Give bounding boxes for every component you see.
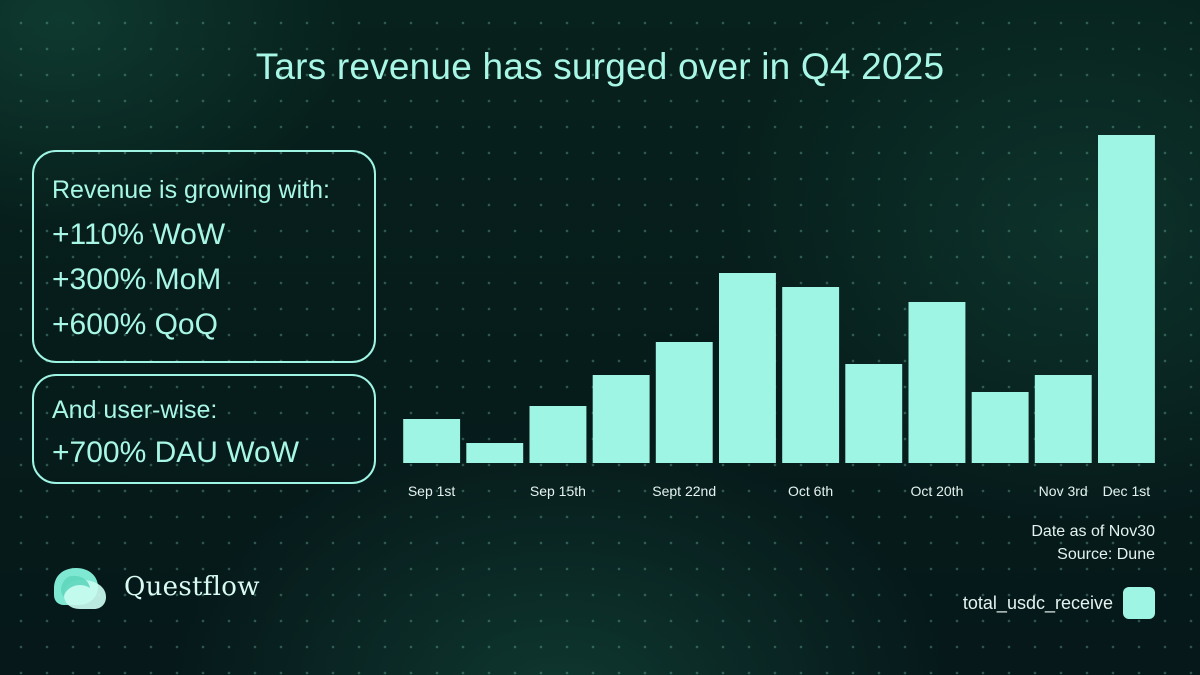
x-tick-label-2: Sep 15th [530, 483, 586, 499]
bar-5 [719, 273, 776, 463]
x-tick-label-8: Oct 20th [910, 483, 963, 499]
bar-11 [1098, 135, 1155, 463]
x-tick-label-11: Dec 1st [1103, 483, 1151, 499]
legend-label: total_usdc_receive [962, 592, 1113, 613]
date-note: Date as of Nov30 [1031, 523, 1155, 540]
x-tick-label-0: Sep 1st [408, 483, 456, 499]
chart-legend: total_usdc_receive [963, 587, 1155, 619]
bar-10 [1034, 375, 1092, 463]
revenue-growth-box: Revenue is growing with: +110% WoW +300%… [32, 150, 376, 363]
bar-3 [592, 375, 650, 463]
revenue-growth-heading: Revenue is growing with: [52, 176, 330, 204]
x-tick-label-10: Nov 3rd [1039, 483, 1088, 499]
legend-swatch [1123, 587, 1155, 619]
questflow-logo-icon [54, 568, 106, 609]
bar-4 [655, 342, 713, 463]
x-tick-label-4: Sept 22nd [652, 483, 716, 499]
bar-8 [908, 302, 966, 463]
x-tick-label-6: Oct 6th [788, 483, 833, 499]
source-note: Source: Dune [1057, 546, 1155, 563]
user-growth-heading: And user-wise: [52, 396, 218, 424]
brand-name: Questflow [124, 572, 260, 602]
revenue-wow-stat: +110% WoW [52, 218, 226, 251]
revenue-qoq-stat: +600% QoQ [52, 308, 218, 341]
bar-6 [782, 287, 840, 463]
bar-9 [971, 392, 1029, 463]
dau-wow-stat: +700% DAU WoW [52, 436, 300, 469]
bar-2 [529, 406, 587, 463]
user-growth-box: And user-wise: +700% DAU WoW [32, 374, 376, 484]
bar-7 [845, 364, 903, 463]
bar-0 [403, 419, 461, 463]
revenue-mom-stat: +300% MoM [52, 263, 222, 296]
bar-1 [466, 443, 524, 463]
chart-title: Tars revenue has surged over in Q4 2025 [255, 46, 945, 87]
